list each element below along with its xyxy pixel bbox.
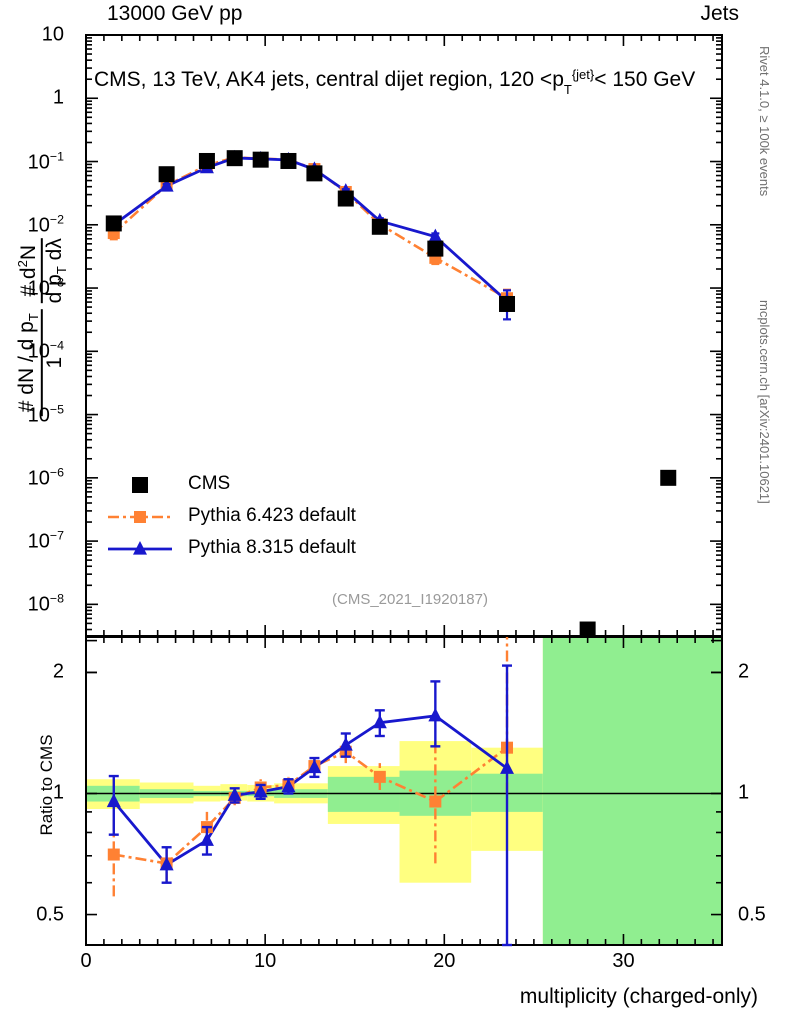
marker-pythia8 <box>428 228 443 243</box>
x-tick-label: 30 <box>612 950 635 972</box>
marker-cms <box>158 166 175 183</box>
legend-label-2: Pythia 8.315 default <box>188 537 356 558</box>
ratio-band-inner <box>542 637 722 945</box>
marker-cms <box>427 240 444 257</box>
plot-title: CMS, 13 TeV, AK4 jets, central dijet reg… <box>94 67 695 97</box>
header-beam-info: 13000 GeV pp <box>107 2 243 25</box>
marker-pythia6 <box>429 251 442 264</box>
marker-ratio-pythia8 <box>281 778 296 793</box>
marker-ratio-pythia6 <box>107 848 120 861</box>
ratio-panel-frame <box>85 636 723 946</box>
y-tick-label-main: 10−7 <box>27 528 64 553</box>
y-tick-label-main: 10−8 <box>27 592 64 616</box>
marker-ratio-pythia8 <box>338 736 353 751</box>
legend-marker-2 <box>133 540 147 555</box>
y-tick-label-main: 10−1 <box>27 149 64 173</box>
marker-ratio-pythia8 <box>227 787 242 801</box>
y-tick-label-ratio-right: 0.5 <box>738 903 766 926</box>
marker-ratio-pythia8 <box>106 793 121 808</box>
y-tick-label-main: 10−4 <box>27 338 64 363</box>
y-tick-label-ratio-right: 2 <box>738 660 750 683</box>
marker-cms <box>660 469 677 486</box>
x-tick-label: 20 <box>433 950 456 972</box>
marker-cms <box>226 150 243 167</box>
marker-ratio-pythia8 <box>372 714 387 729</box>
analysis-id-label: (CMS_2021_I1920187) <box>332 591 488 608</box>
marker-ratio-pythia8 <box>199 832 214 846</box>
marker-ratio-pythia8 <box>159 856 174 871</box>
y-tick-label-ratio-left: 0.5 <box>36 903 64 926</box>
marker-cms <box>105 215 122 232</box>
legend-label-1: Pythia 6.423 default <box>188 505 356 526</box>
marker-pythia8 <box>159 177 174 192</box>
main-panel-frame <box>85 34 723 637</box>
y-tick-label-main: 1 <box>52 86 64 109</box>
marker-cms <box>337 190 354 207</box>
x-axis-label: multiplicity (charged-only) <box>519 985 758 1008</box>
marker-cms <box>579 621 596 638</box>
y-tick-label-ratio-left: 1 <box>52 781 64 804</box>
marker-ratio-pythia6 <box>429 795 442 808</box>
marker-ratio-pythia8 <box>253 783 268 798</box>
y-tick-label-main: 10−6 <box>27 465 64 490</box>
marker-ratio-pythia8 <box>307 759 322 774</box>
legend-marker-1 <box>134 511 146 523</box>
marker-ratio-pythia8 <box>500 760 515 774</box>
y-tick-label-ratio-left: 2 <box>52 660 64 683</box>
ratio-band-inner <box>327 776 400 812</box>
y-tick-label-main: 10 <box>41 23 64 46</box>
x-tick-label: 10 <box>254 950 277 972</box>
marker-ratio-pythia6 <box>373 770 386 783</box>
y-tick-label-main: 10−2 <box>27 212 64 237</box>
marker-cms <box>371 218 388 235</box>
marker-cms <box>280 152 297 169</box>
x-tick-label: 0 <box>80 950 92 972</box>
marker-cms <box>198 152 215 169</box>
marker-cms <box>306 165 323 182</box>
y-tick-label-main: 10−5 <box>27 402 64 426</box>
y-tick-label-ratio-right: 1 <box>738 781 750 804</box>
header-category: Jets <box>700 2 739 25</box>
legend-label-0: CMS <box>188 473 231 494</box>
marker-cms <box>252 151 269 168</box>
marker-cms <box>499 295 516 312</box>
legend-marker-0 <box>132 477 148 493</box>
marker-ratio-pythia8 <box>428 707 443 722</box>
y-tick-label-main: 10−3 <box>27 275 64 300</box>
